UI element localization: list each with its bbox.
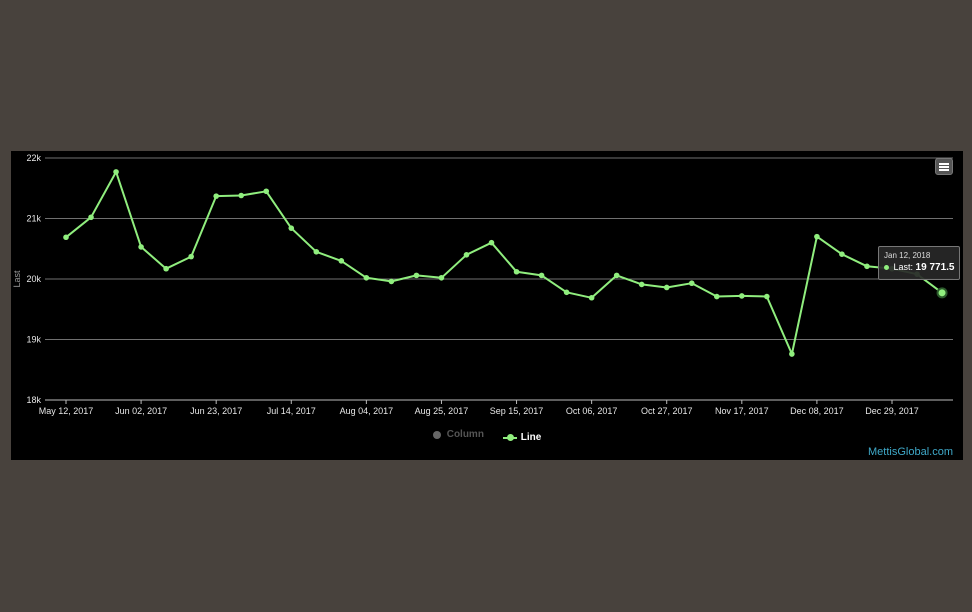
y-axis: 18k 19k 20k 21k 22k bbox=[26, 153, 41, 405]
data-point[interactable] bbox=[138, 244, 144, 250]
legend-line-marker bbox=[502, 433, 517, 441]
x-tick-label: Sep 15, 2017 bbox=[490, 406, 544, 416]
x-tick-label: Jun 23, 2017 bbox=[190, 406, 242, 416]
y-tick-label: 19k bbox=[26, 335, 41, 345]
data-point[interactable] bbox=[839, 251, 845, 257]
data-point[interactable] bbox=[413, 272, 420, 279]
data-point[interactable] bbox=[764, 293, 770, 300]
data-point[interactable] bbox=[63, 234, 69, 241]
data-point[interactable] bbox=[438, 274, 445, 281]
x-tick-label: Jul 14, 2017 bbox=[267, 406, 316, 416]
data-point[interactable] bbox=[288, 225, 295, 231]
data-point[interactable] bbox=[663, 284, 670, 291]
data-point[interactable] bbox=[713, 293, 720, 300]
grid-lines bbox=[45, 157, 953, 401]
tooltip-value: 19 771.5 bbox=[915, 262, 955, 273]
data-point[interactable] bbox=[739, 293, 745, 299]
x-axis: May 12, 2017 Jun 02, 2017 Jun 23, 2017 Jul … bbox=[39, 400, 919, 416]
x-tick-label: Aug 25, 2017 bbox=[415, 406, 469, 416]
data-point[interactable] bbox=[488, 239, 495, 246]
data-point[interactable] bbox=[814, 233, 820, 240]
series-line[interactable] bbox=[63, 169, 948, 357]
data-point[interactable] bbox=[113, 169, 119, 175]
tooltip-date: Jan 12, 2018 bbox=[884, 251, 931, 260]
tooltip-series-dot bbox=[884, 265, 889, 271]
legend: Column Line bbox=[11, 429, 963, 443]
data-point[interactable] bbox=[936, 287, 948, 299]
y-tick-label: 20k bbox=[26, 274, 41, 284]
data-point[interactable] bbox=[864, 263, 870, 270]
line-chart: 18k 19k 20k 21k 22k May 12, 2017 Jun 02, 2017… bbox=[12, 153, 953, 416]
data-point[interactable] bbox=[88, 214, 94, 221]
y-tick-label: 18k bbox=[26, 395, 41, 405]
data-point[interactable] bbox=[313, 248, 320, 255]
legend-column-marker bbox=[432, 430, 441, 439]
x-tick-label: Oct 06, 2017 bbox=[566, 406, 618, 416]
data-point[interactable] bbox=[588, 294, 595, 301]
data-point[interactable] bbox=[163, 265, 169, 272]
data-point[interactable] bbox=[188, 253, 194, 260]
series-line-path bbox=[65, 170, 943, 355]
data-point[interactable] bbox=[613, 272, 620, 279]
legend-item-column[interactable]: Column bbox=[432, 429, 484, 440]
legend-item-line[interactable]: Line bbox=[502, 432, 542, 443]
data-point[interactable] bbox=[388, 278, 395, 285]
x-tick-label: May 12, 2017 bbox=[39, 406, 94, 416]
data-point[interactable] bbox=[338, 258, 345, 264]
y-tick-label: 21k bbox=[26, 214, 41, 224]
tooltip: Jan 12, 2018 Last: 19 771.5 bbox=[878, 246, 960, 280]
x-tick-label: Nov 17, 2017 bbox=[715, 406, 769, 416]
chart-panel: 18k 19k 20k 21k 22k May 12, 2017 Jun 02, 2017… bbox=[11, 151, 963, 460]
data-point[interactable] bbox=[638, 281, 645, 288]
data-point[interactable] bbox=[513, 268, 520, 275]
data-point[interactable] bbox=[363, 274, 370, 281]
x-tick-label: Oct 27, 2017 bbox=[641, 406, 693, 416]
y-axis-title: Last bbox=[12, 270, 22, 288]
data-point[interactable] bbox=[213, 193, 219, 199]
data-point[interactable] bbox=[263, 188, 270, 195]
data-point[interactable] bbox=[463, 252, 470, 258]
x-tick-label: Aug 04, 2017 bbox=[340, 406, 394, 416]
data-point[interactable] bbox=[688, 280, 695, 287]
x-tick-label: Dec 08, 2017 bbox=[790, 406, 844, 416]
hamburger-menu-icon[interactable] bbox=[935, 158, 953, 175]
x-tick-label: Dec 29, 2017 bbox=[865, 406, 919, 416]
data-point[interactable] bbox=[789, 351, 795, 357]
legend-line-label: Line bbox=[520, 432, 542, 443]
y-tick-label: 22k bbox=[26, 153, 41, 163]
legend-column-label: Column bbox=[446, 429, 484, 440]
tooltip-label: Last: bbox=[893, 262, 914, 272]
data-point[interactable] bbox=[563, 289, 570, 296]
x-tick-label: Jun 02, 2017 bbox=[115, 406, 167, 416]
credits-link[interactable]: MettisGlobal.com bbox=[868, 446, 953, 458]
data-point[interactable] bbox=[538, 272, 545, 279]
data-point[interactable] bbox=[238, 192, 245, 199]
